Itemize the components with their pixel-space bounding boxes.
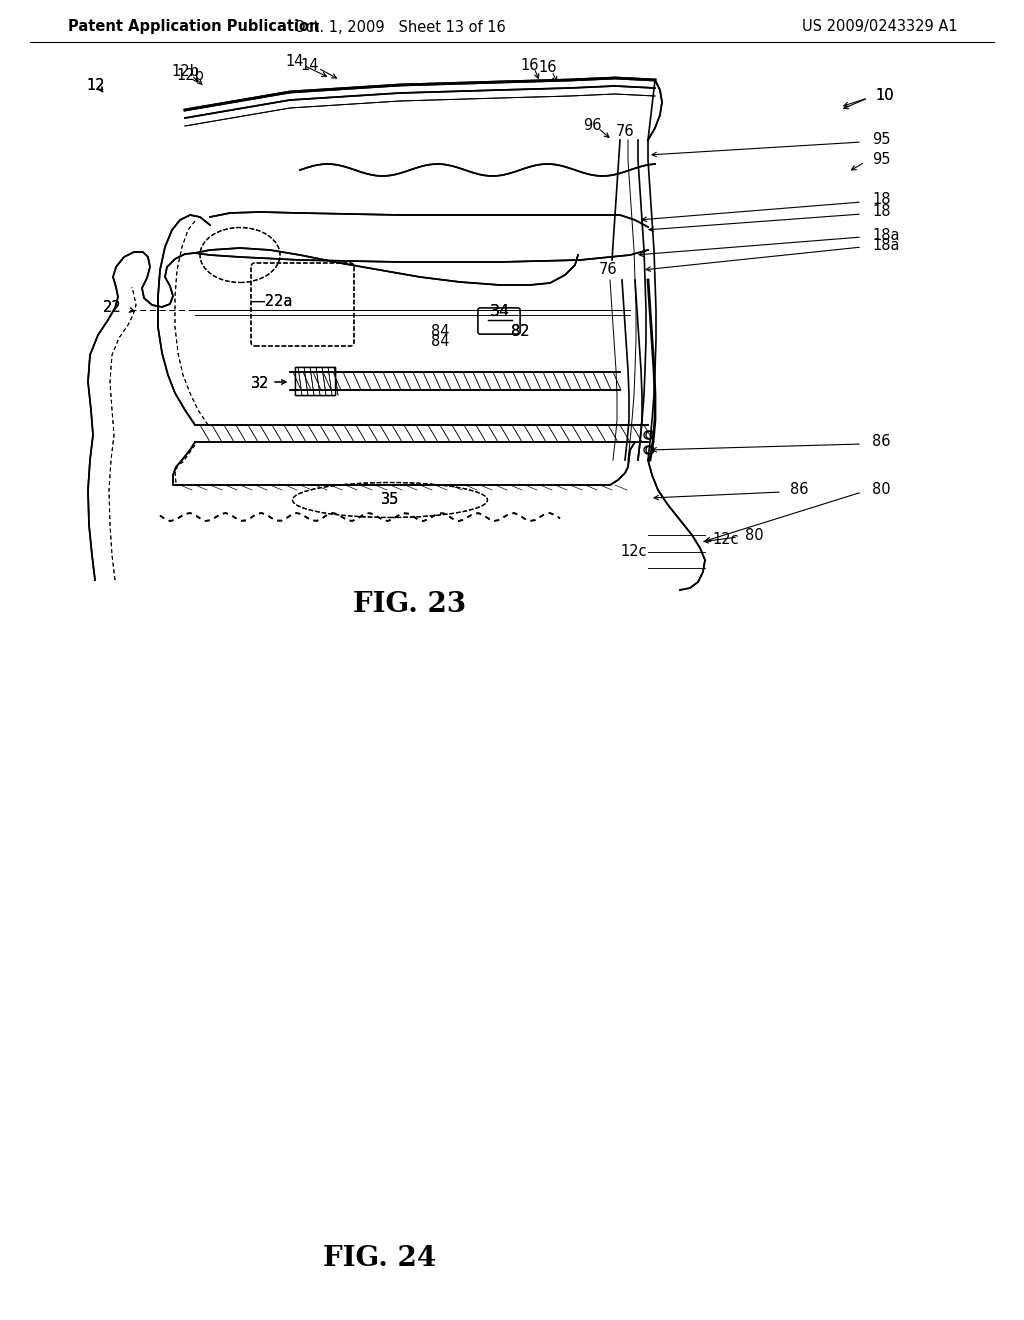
Text: 12: 12 xyxy=(87,78,105,94)
Text: 22: 22 xyxy=(103,301,122,315)
Text: 80: 80 xyxy=(745,528,764,543)
Text: 35: 35 xyxy=(381,492,399,507)
Text: 12c: 12c xyxy=(712,532,738,548)
Text: 82: 82 xyxy=(511,325,529,339)
Text: 16: 16 xyxy=(539,61,557,75)
Text: 86: 86 xyxy=(872,434,891,450)
Text: 18a: 18a xyxy=(872,227,899,243)
Text: —22a: —22a xyxy=(250,294,293,309)
Text: 35: 35 xyxy=(381,492,399,507)
Text: 84: 84 xyxy=(431,325,450,339)
Text: 12b: 12b xyxy=(176,67,204,82)
Text: 16: 16 xyxy=(521,58,540,73)
Text: 32: 32 xyxy=(251,375,269,391)
Text: 96: 96 xyxy=(583,117,601,132)
Text: 84: 84 xyxy=(431,334,450,350)
Text: 18: 18 xyxy=(872,205,891,219)
Text: 12: 12 xyxy=(87,78,105,94)
Text: 18: 18 xyxy=(872,193,891,207)
Text: 12c: 12c xyxy=(620,544,646,560)
Text: US 2009/0243329 A1: US 2009/0243329 A1 xyxy=(803,20,958,34)
Text: 82: 82 xyxy=(511,325,529,339)
Text: 76: 76 xyxy=(599,263,617,277)
Text: Patent Application Publication: Patent Application Publication xyxy=(68,20,319,34)
FancyBboxPatch shape xyxy=(478,308,520,334)
Text: 34: 34 xyxy=(489,305,510,319)
Bar xyxy=(295,367,335,395)
Text: 14: 14 xyxy=(286,54,304,70)
Text: Oct. 1, 2009   Sheet 13 of 16: Oct. 1, 2009 Sheet 13 of 16 xyxy=(294,20,506,34)
Text: 10: 10 xyxy=(874,87,894,103)
Text: 80: 80 xyxy=(872,483,891,498)
Text: 18a: 18a xyxy=(872,238,899,252)
Text: FIG. 23: FIG. 23 xyxy=(353,590,467,618)
Text: 95: 95 xyxy=(872,153,891,168)
Text: 10: 10 xyxy=(874,87,894,103)
Text: 14: 14 xyxy=(301,58,319,73)
Text: 86: 86 xyxy=(790,483,809,498)
Text: 12b: 12b xyxy=(171,65,199,79)
Text: 22: 22 xyxy=(103,301,122,315)
Text: FIG. 24: FIG. 24 xyxy=(324,1245,436,1271)
FancyBboxPatch shape xyxy=(478,308,520,334)
Text: —22a: —22a xyxy=(250,294,293,309)
Text: 76: 76 xyxy=(615,124,634,140)
Text: 32: 32 xyxy=(251,375,269,391)
Bar xyxy=(295,367,335,395)
Text: 95: 95 xyxy=(872,132,891,148)
Text: 34: 34 xyxy=(489,305,510,319)
